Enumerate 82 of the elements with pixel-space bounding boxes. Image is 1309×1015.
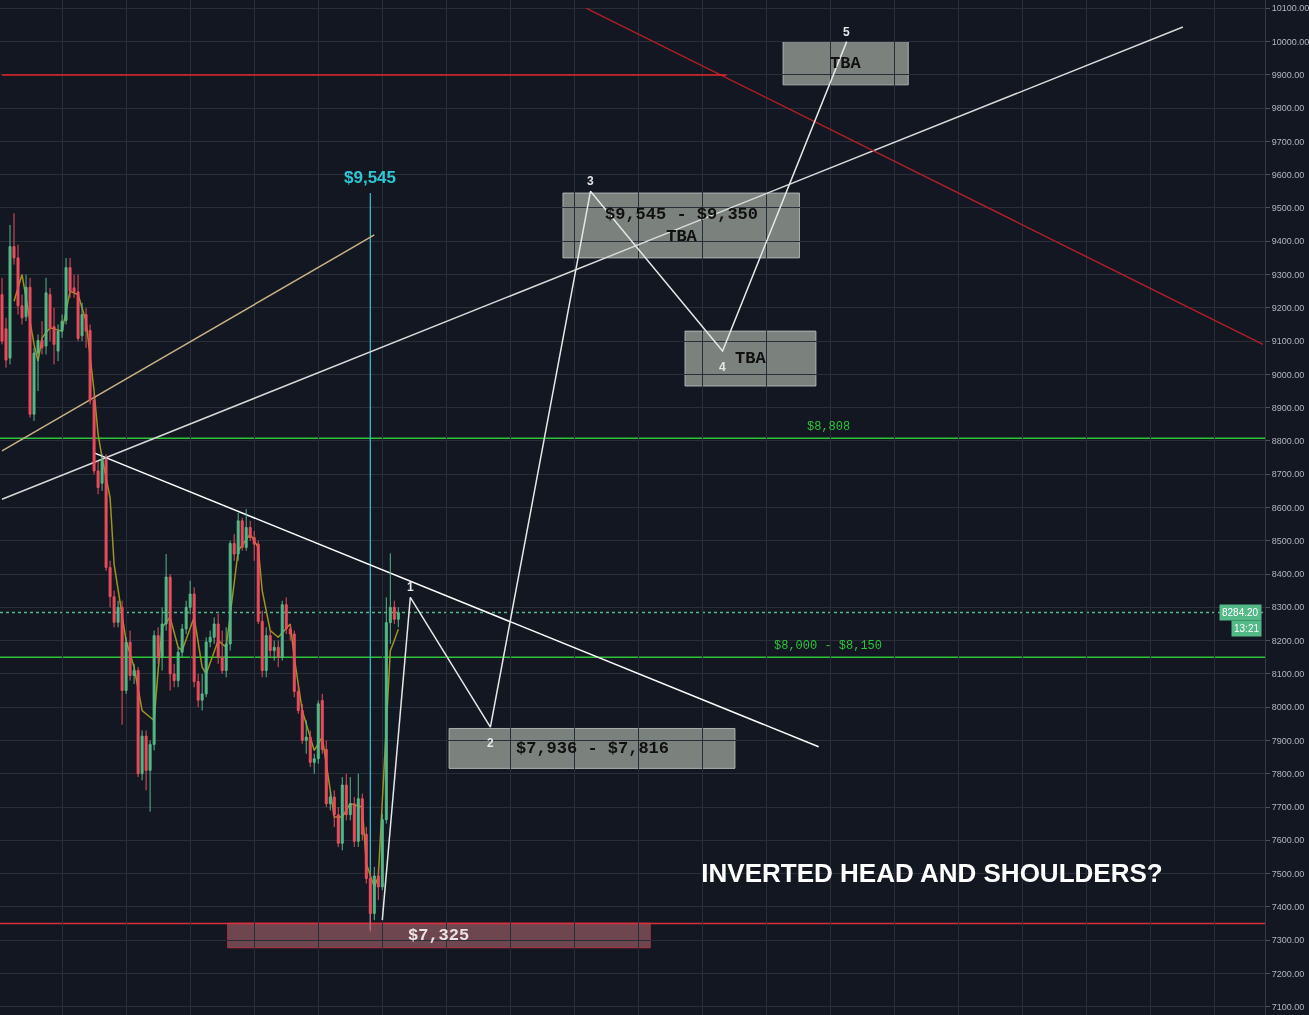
candlestick	[132, 663, 136, 685]
y-tick-label: 9300.00	[1271, 269, 1305, 280]
candlestick	[272, 640, 276, 662]
y-tick-label: 8000.00	[1271, 702, 1305, 713]
candlestick	[168, 573, 172, 692]
y-tick-label: 8600.00	[1271, 502, 1305, 513]
candlestick	[356, 773, 360, 848]
candlestick	[28, 277, 32, 419]
candlestick	[100, 453, 104, 492]
y-tick-label: 8500.00	[1271, 535, 1305, 546]
y-tick-label: 7500.00	[1271, 868, 1305, 879]
annotation: 5	[843, 25, 850, 39]
candlestick	[24, 274, 28, 322]
y-tick-label: 7100.00	[1271, 1001, 1305, 1012]
annotation: 3	[587, 174, 594, 188]
candlestick	[140, 729, 144, 781]
candlestick	[144, 729, 148, 791]
y-tick-label: 9600.00	[1271, 169, 1305, 180]
y-tick-label: 8300.00	[1271, 602, 1305, 613]
candlestick	[44, 277, 48, 355]
candlestick	[212, 616, 216, 645]
y-tick-label: 10100.00	[1271, 3, 1309, 14]
candlestick	[240, 516, 244, 552]
candlestick	[128, 630, 132, 682]
candlestick	[348, 776, 352, 821]
y-tick-label: 9200.00	[1271, 302, 1305, 313]
candlestick	[352, 796, 356, 848]
candlestick	[8, 224, 12, 365]
y-tick-label: 9800.00	[1271, 103, 1305, 114]
y-tick-label: 8800.00	[1271, 436, 1305, 447]
y-tick-label: 7400.00	[1271, 901, 1305, 912]
ref-line-label: 8284.20	[1222, 607, 1259, 618]
y-tick-label: 9500.00	[1271, 203, 1305, 214]
y-tick-label: 7300.00	[1271, 935, 1305, 946]
candlestick	[392, 600, 396, 625]
candlestick	[276, 640, 280, 668]
annotation: $8,000 - $8,150	[774, 639, 883, 653]
candlestick	[244, 508, 248, 552]
candlestick	[268, 630, 272, 658]
text: INVERTED HEAD AND SHOULDERS?	[701, 858, 1163, 888]
y-tick-label: 9700.00	[1271, 136, 1305, 147]
ref-line-label: $8,808	[807, 420, 851, 434]
candlestick	[328, 789, 332, 811]
y-tick-label: 8100.00	[1271, 669, 1305, 680]
annotation: $9,545	[344, 168, 396, 187]
candlestick	[136, 666, 140, 778]
y-tick-label: 9000.00	[1271, 369, 1305, 380]
candlestick	[340, 776, 344, 851]
y-tick-label: 7700.00	[1271, 802, 1305, 813]
candlestick	[344, 773, 348, 821]
y-tick-label: 9900.00	[1271, 70, 1305, 81]
y-tick-label: 10000.00	[1271, 36, 1309, 47]
y-tick-label: 9400.00	[1271, 236, 1305, 247]
y-tick-label: 7600.00	[1271, 835, 1305, 846]
candlestick	[236, 512, 240, 562]
candlestick	[40, 320, 44, 355]
candlestick	[120, 600, 124, 726]
candlestick	[232, 533, 236, 562]
candlestick	[124, 636, 128, 695]
candlestick	[308, 729, 312, 768]
y-tick-label: 7900.00	[1271, 735, 1305, 746]
candlestick	[76, 274, 80, 342]
candlestick	[304, 719, 308, 755]
candlestick	[116, 600, 120, 628]
y-tick-label: 8700.00	[1271, 469, 1305, 480]
candlestick	[264, 626, 268, 678]
annotation: 4	[719, 360, 726, 374]
y-tick-label: 7200.00	[1271, 968, 1305, 979]
candlestick	[376, 866, 380, 901]
y-tick-label: 7800.00	[1271, 768, 1305, 779]
annotation: 13:21	[1234, 623, 1260, 634]
candlestick	[80, 302, 84, 342]
band-label: $7,325	[408, 926, 470, 945]
annotation: 1	[407, 580, 414, 594]
y-tick-label: 8900.00	[1271, 402, 1305, 413]
band-label: TBA	[735, 349, 767, 368]
candlestick	[68, 257, 72, 299]
y-tick-label: 8200.00	[1271, 635, 1305, 646]
y-tick-label: 9100.00	[1271, 336, 1305, 347]
y-tick-label: 8400.00	[1271, 569, 1305, 580]
candlestick	[156, 626, 160, 665]
candlestick	[372, 866, 376, 921]
